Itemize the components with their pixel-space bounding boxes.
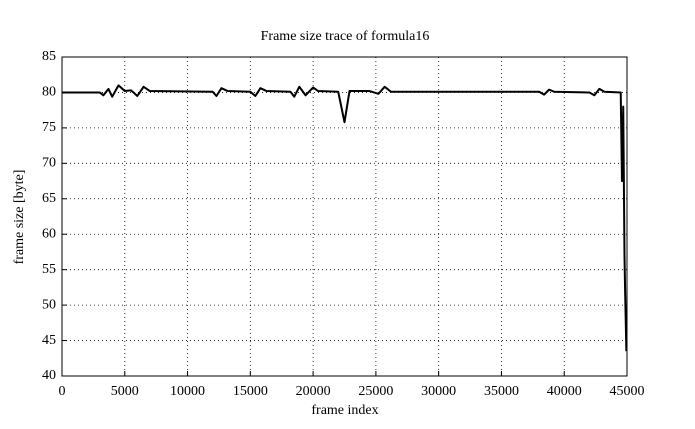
x-tick-label: 35000 xyxy=(484,384,519,399)
y-tick-label: 75 xyxy=(42,120,56,135)
x-tick-label: 25000 xyxy=(358,384,393,399)
y-tick-label: 85 xyxy=(42,49,56,64)
y-tick-label: 70 xyxy=(42,156,56,171)
x-tick-label: 20000 xyxy=(296,384,331,399)
y-tick-label: 55 xyxy=(42,262,56,277)
y-tick-label: 60 xyxy=(42,226,56,241)
x-tick-label: 0 xyxy=(59,384,66,399)
chart-title: Frame size trace of formula16 xyxy=(261,29,430,44)
plot-frame xyxy=(61,56,628,377)
y-tick-label: 50 xyxy=(42,297,56,312)
x-axis-label: frame index xyxy=(311,403,378,418)
y-tick-label: 80 xyxy=(42,85,56,100)
y-tick-label: 40 xyxy=(42,368,56,383)
x-tick-label: 30000 xyxy=(421,384,456,399)
x-tick-label: 45000 xyxy=(610,384,645,399)
x-tick-label: 15000 xyxy=(233,384,268,399)
y-tick-label: 65 xyxy=(42,191,56,206)
x-tick-label: 40000 xyxy=(547,384,582,399)
y-axis-label: frame size [byte] xyxy=(12,170,27,265)
x-tick-label: 5000 xyxy=(111,384,139,399)
y-tick-label: 45 xyxy=(42,333,56,348)
data-line xyxy=(62,84,628,352)
x-tick-label: 10000 xyxy=(170,384,205,399)
